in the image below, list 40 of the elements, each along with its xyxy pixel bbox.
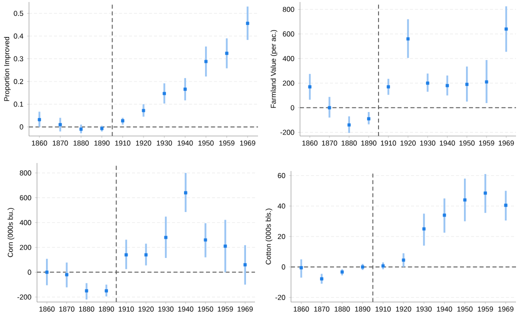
point bbox=[84, 289, 88, 292]
point bbox=[347, 123, 351, 127]
point bbox=[504, 27, 508, 31]
point bbox=[58, 123, 62, 126]
point bbox=[386, 85, 390, 88]
point bbox=[144, 253, 148, 256]
point bbox=[422, 227, 426, 230]
point bbox=[162, 92, 166, 96]
point bbox=[79, 128, 83, 131]
point bbox=[121, 119, 124, 122]
point bbox=[300, 266, 303, 270]
point bbox=[367, 117, 370, 120]
point bbox=[484, 80, 488, 84]
point bbox=[465, 82, 469, 86]
point bbox=[164, 236, 168, 240]
point bbox=[65, 273, 68, 276]
point bbox=[484, 191, 487, 195]
point bbox=[308, 85, 312, 88]
point bbox=[402, 258, 406, 262]
point bbox=[243, 263, 247, 266]
point bbox=[224, 244, 227, 248]
point bbox=[328, 106, 332, 110]
point bbox=[406, 37, 410, 40]
point bbox=[320, 277, 324, 280]
point bbox=[204, 60, 208, 64]
point bbox=[426, 82, 430, 85]
point bbox=[184, 88, 187, 91]
point bbox=[38, 118, 42, 122]
point bbox=[142, 108, 146, 112]
point bbox=[463, 198, 466, 202]
point bbox=[246, 22, 250, 25]
point bbox=[504, 204, 508, 207]
point bbox=[442, 214, 446, 217]
point bbox=[104, 289, 108, 292]
point bbox=[446, 84, 449, 88]
point bbox=[45, 270, 49, 274]
point bbox=[124, 253, 128, 256]
point bbox=[225, 52, 228, 55]
point bbox=[204, 238, 208, 242]
point bbox=[184, 191, 188, 194]
